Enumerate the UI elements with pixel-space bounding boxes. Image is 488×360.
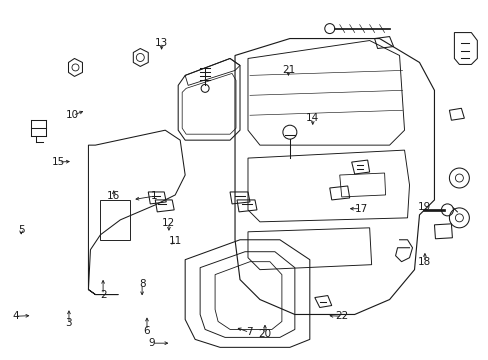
Text: 3: 3: [65, 319, 72, 328]
Text: 22: 22: [335, 311, 348, 321]
Text: 16: 16: [107, 191, 120, 201]
Text: 12: 12: [162, 218, 175, 228]
Text: 9: 9: [148, 338, 155, 348]
Text: 11: 11: [168, 236, 182, 246]
Text: 2: 2: [100, 290, 106, 300]
Text: 10: 10: [66, 111, 79, 121]
Text: 13: 13: [155, 38, 168, 48]
Text: 6: 6: [143, 325, 150, 336]
Text: 8: 8: [139, 279, 145, 289]
Text: 19: 19: [417, 202, 430, 212]
Text: 21: 21: [281, 64, 294, 75]
Text: 1: 1: [151, 191, 157, 201]
Text: 18: 18: [417, 257, 430, 267]
Text: 15: 15: [52, 157, 65, 167]
Text: 4: 4: [12, 311, 19, 321]
Text: 17: 17: [354, 204, 367, 214]
Text: 20: 20: [258, 329, 271, 339]
Text: 14: 14: [305, 113, 319, 123]
Text: 7: 7: [245, 327, 252, 337]
Text: 5: 5: [18, 225, 24, 235]
